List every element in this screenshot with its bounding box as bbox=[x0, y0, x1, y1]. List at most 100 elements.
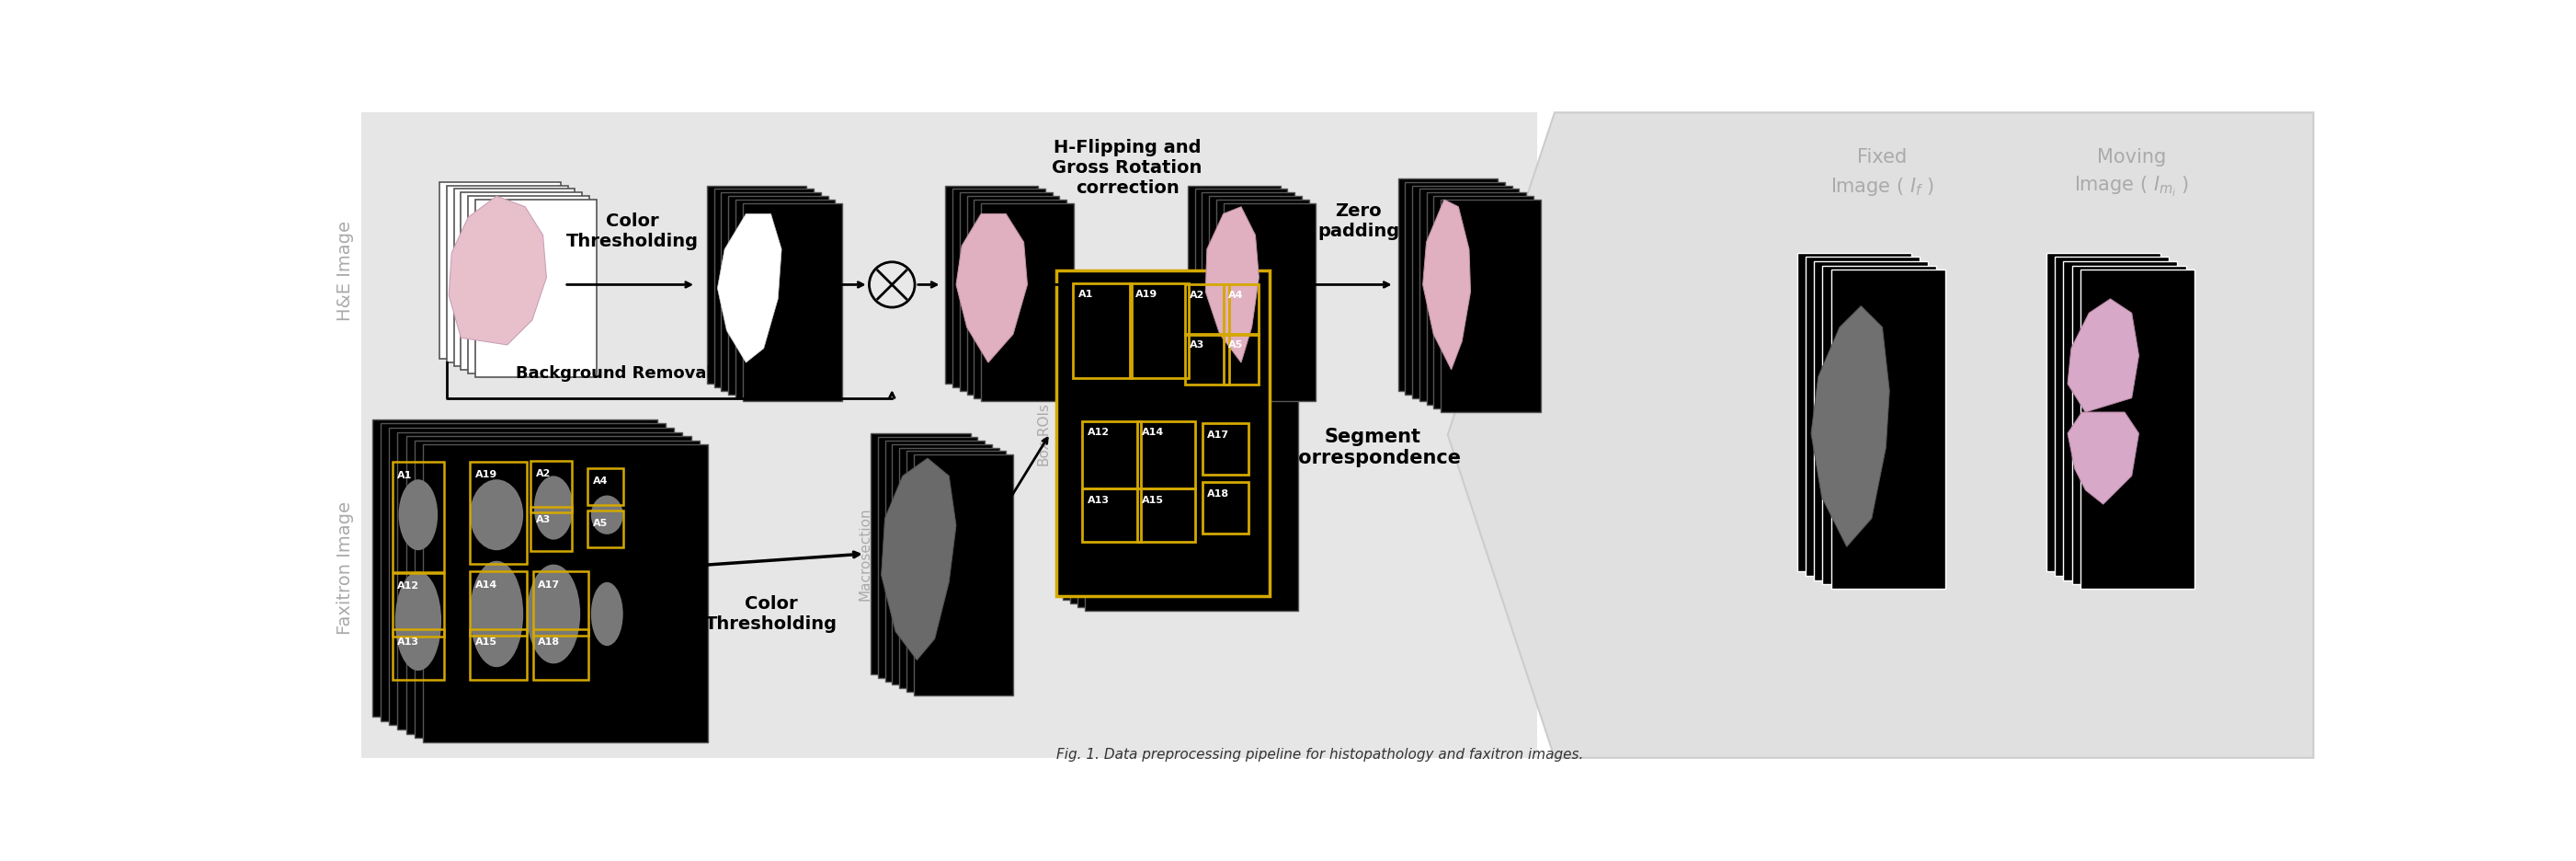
Circle shape bbox=[868, 262, 914, 307]
Bar bbox=[1056, 270, 1270, 597]
Bar bbox=[446, 185, 567, 362]
Bar bbox=[1399, 178, 1497, 391]
Polygon shape bbox=[2069, 412, 2138, 505]
Bar bbox=[392, 462, 443, 572]
Text: A5: A5 bbox=[1229, 341, 1244, 350]
Text: A15: A15 bbox=[474, 637, 497, 647]
Bar bbox=[1224, 284, 1260, 335]
Text: A12: A12 bbox=[1087, 428, 1110, 437]
Text: A1: A1 bbox=[397, 471, 412, 480]
Bar bbox=[734, 200, 835, 398]
Bar bbox=[1195, 189, 1288, 387]
Bar bbox=[471, 572, 528, 635]
Bar bbox=[714, 189, 814, 387]
Bar bbox=[587, 468, 623, 505]
Bar bbox=[381, 424, 665, 721]
Bar bbox=[587, 511, 623, 548]
Text: Fig. 1. Data preprocessing pipeline for histopathology and faxitron images.: Fig. 1. Data preprocessing pipeline for … bbox=[1056, 747, 1584, 761]
Bar bbox=[1082, 421, 1141, 488]
Polygon shape bbox=[2069, 299, 2138, 412]
Bar bbox=[1224, 203, 1316, 401]
Text: Box-ROIs: Box-ROIs bbox=[1036, 401, 1051, 465]
Bar bbox=[878, 437, 976, 678]
Bar bbox=[2081, 269, 2195, 589]
Bar bbox=[474, 200, 595, 377]
Bar bbox=[415, 441, 701, 738]
Bar bbox=[1814, 261, 1927, 580]
Text: Segment
Correspondence: Segment Correspondence bbox=[1285, 428, 1461, 468]
Text: A17: A17 bbox=[538, 580, 559, 589]
Bar bbox=[742, 203, 842, 401]
Text: A18: A18 bbox=[538, 637, 559, 647]
Bar bbox=[1427, 193, 1525, 405]
Bar bbox=[1064, 274, 1278, 600]
Bar bbox=[981, 203, 1074, 401]
Bar bbox=[899, 448, 999, 689]
Bar bbox=[1412, 185, 1512, 398]
Ellipse shape bbox=[590, 582, 623, 646]
Bar bbox=[361, 113, 1538, 435]
Bar bbox=[1069, 277, 1283, 604]
Polygon shape bbox=[881, 458, 956, 660]
Bar bbox=[531, 507, 572, 551]
Text: A4: A4 bbox=[1229, 291, 1244, 300]
Text: A3: A3 bbox=[536, 516, 551, 524]
Polygon shape bbox=[1422, 200, 1471, 369]
Text: A19: A19 bbox=[1136, 290, 1157, 299]
Bar bbox=[1806, 257, 1919, 576]
Bar bbox=[1203, 193, 1296, 391]
Bar bbox=[1203, 424, 1249, 474]
Bar bbox=[1074, 283, 1131, 379]
Polygon shape bbox=[1811, 306, 1888, 547]
Text: A14: A14 bbox=[474, 580, 497, 589]
Bar bbox=[1216, 200, 1309, 398]
Text: A19: A19 bbox=[474, 470, 497, 479]
Text: Image ( $I_f$ ): Image ( $I_f$ ) bbox=[1832, 176, 1935, 198]
Text: A4: A4 bbox=[592, 477, 608, 486]
Bar bbox=[961, 193, 1054, 391]
Text: A18: A18 bbox=[1208, 489, 1229, 499]
Bar bbox=[1224, 333, 1260, 385]
Bar bbox=[1798, 253, 1911, 572]
Bar bbox=[1136, 421, 1195, 488]
Polygon shape bbox=[956, 214, 1028, 362]
Ellipse shape bbox=[528, 565, 580, 664]
Bar bbox=[729, 196, 827, 394]
Bar bbox=[407, 437, 690, 734]
Text: Color
Thresholding: Color Thresholding bbox=[706, 595, 837, 633]
Bar bbox=[2063, 261, 2177, 580]
Bar bbox=[945, 185, 1038, 384]
Bar bbox=[706, 185, 806, 384]
Bar bbox=[453, 189, 574, 366]
Bar bbox=[461, 193, 582, 369]
Bar bbox=[469, 196, 590, 373]
Text: A2: A2 bbox=[1190, 291, 1206, 300]
Text: Fixed: Fixed bbox=[1857, 148, 1906, 166]
Bar bbox=[1131, 283, 1188, 379]
Text: Faxitron Image: Faxitron Image bbox=[335, 501, 353, 635]
Bar bbox=[974, 200, 1066, 398]
Bar bbox=[1185, 284, 1229, 335]
Polygon shape bbox=[719, 214, 781, 362]
Text: A2: A2 bbox=[536, 469, 551, 479]
Ellipse shape bbox=[533, 476, 572, 540]
Text: A13: A13 bbox=[397, 637, 420, 647]
Bar bbox=[1082, 488, 1141, 542]
Bar bbox=[1208, 196, 1301, 394]
Polygon shape bbox=[448, 196, 546, 345]
Text: A15: A15 bbox=[1141, 495, 1164, 505]
Text: A14: A14 bbox=[1141, 428, 1164, 437]
Bar bbox=[1188, 185, 1280, 384]
Text: H&E Image: H&E Image bbox=[335, 220, 353, 320]
Text: A3: A3 bbox=[1190, 341, 1206, 350]
Bar bbox=[371, 419, 657, 716]
Bar bbox=[1432, 196, 1533, 409]
Bar bbox=[1821, 265, 1937, 585]
Bar bbox=[1404, 182, 1504, 394]
Bar bbox=[1077, 281, 1291, 607]
Polygon shape bbox=[1206, 207, 1260, 362]
Text: Macrosection: Macrosection bbox=[858, 507, 871, 600]
Bar bbox=[1056, 270, 1270, 597]
Bar bbox=[721, 193, 822, 391]
Text: A1: A1 bbox=[1077, 290, 1092, 299]
